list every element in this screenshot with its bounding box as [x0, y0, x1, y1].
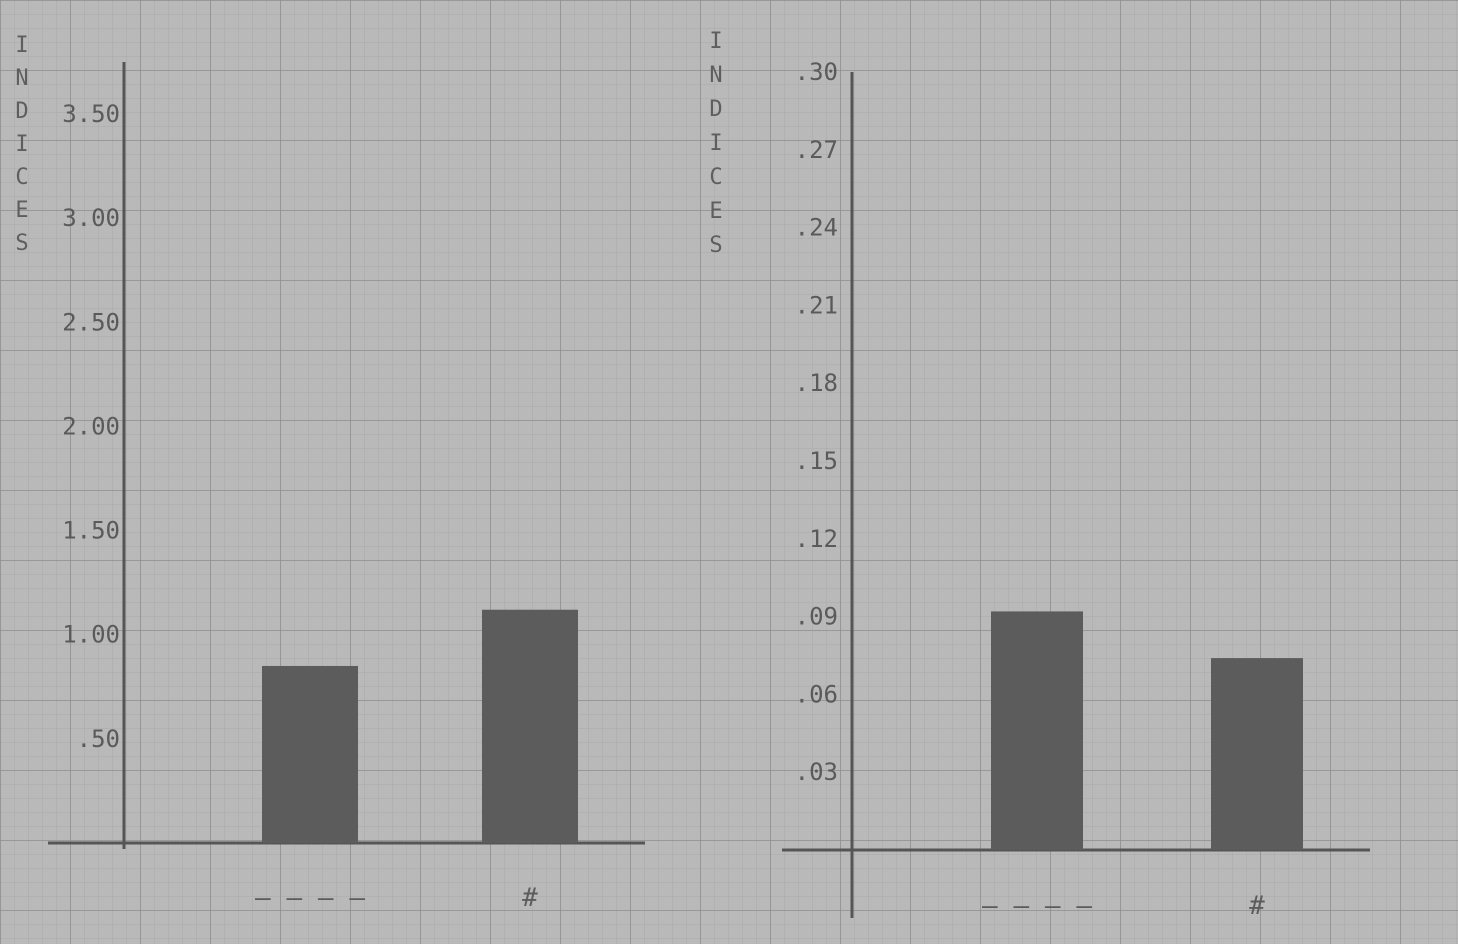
y-axis-label-letter: D: [15, 99, 28, 124]
y-axis-label-letter: S: [15, 231, 28, 256]
y-tick-label: .18: [795, 369, 838, 397]
y-axis-label-letter: N: [15, 66, 28, 91]
y-tick-label: .50: [77, 725, 120, 753]
bar-1: [991, 611, 1083, 850]
y-axis-label-letter: I: [15, 33, 28, 58]
y-tick-label: 3.50: [62, 100, 120, 128]
y-axis-label-letter: E: [709, 199, 722, 224]
y-tick-label: 2.00: [62, 412, 120, 440]
y-axis-label-letter: N: [709, 63, 722, 88]
y-axis-label-letter: I: [709, 131, 722, 156]
y-tick-label: .03: [795, 758, 838, 786]
y-tick-label: .06: [795, 680, 838, 708]
y-tick-label: .24: [795, 214, 838, 242]
y-axis-label-letter: C: [709, 165, 722, 190]
y-tick-label: 3.00: [62, 204, 120, 232]
x-category-label: #: [1249, 891, 1265, 921]
y-tick-label: .21: [795, 291, 838, 319]
x-category-label: #: [522, 883, 538, 913]
y-tick-label: 1.50: [62, 517, 120, 545]
y-tick-label: 1.00: [62, 621, 120, 649]
y-tick-label: .15: [795, 447, 838, 475]
y-tick-label: .27: [795, 136, 838, 164]
y-axis-label-letter: I: [15, 132, 28, 157]
y-axis-label-letter: I: [709, 29, 722, 54]
bar-2: [482, 609, 578, 843]
y-axis-label-letter: C: [15, 165, 28, 190]
y-axis-label-letter: D: [709, 97, 722, 122]
y-axis-label-letter: S: [709, 233, 722, 258]
y-tick-label: .30: [795, 58, 838, 86]
y-tick-label: .12: [795, 525, 838, 553]
y-tick-label: .09: [795, 603, 838, 631]
bar-1: [262, 665, 358, 843]
y-tick-label: 2.50: [62, 308, 120, 336]
bar-2: [1211, 658, 1303, 850]
y-axis-label-letter: E: [15, 198, 28, 223]
